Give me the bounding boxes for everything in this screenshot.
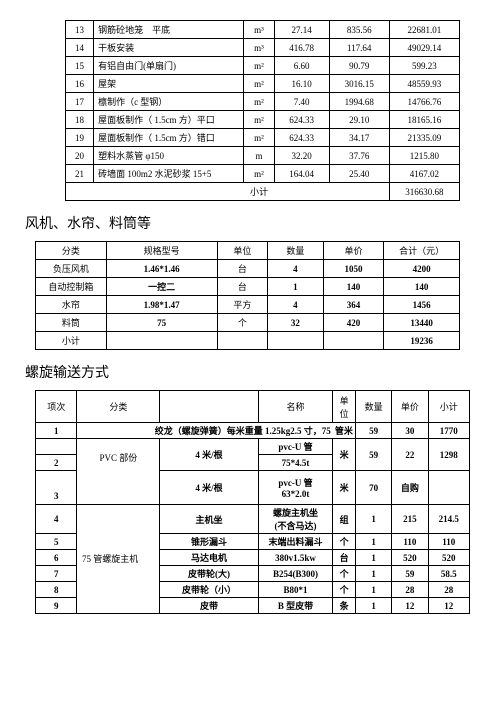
subtotal-label: 小计 bbox=[244, 183, 274, 201]
table-row: 4 主机坐 螺旋主机坐(不含马达) 组 1 215 214.5 bbox=[36, 505, 470, 534]
fan-table-header: 分类规格型号单位数量单价合计（元） bbox=[36, 242, 460, 260]
section-fan-title: 风机、水帘、料筒等 bbox=[25, 213, 475, 233]
section-spiral-title: 螺旋输送方式 bbox=[25, 362, 475, 382]
spiral-host-label: 75 管螺旋主机 bbox=[82, 552, 138, 565]
materials-table: 13钢筋砼地笼 平底m³27.14835.5622681.01 14干板安装m³… bbox=[65, 20, 460, 201]
fan-table: 分类规格型号单位数量单价合计（元） 负压风机1.46*1.46台41050420… bbox=[35, 241, 460, 350]
spiral-table-header: 项次 分类 名称 单位 数量 单价 小计 bbox=[36, 391, 470, 423]
fan-subtotal-label: 小计 bbox=[36, 332, 107, 350]
table-row: 1 绞龙（螺旋弹簧）每米重量 1.25kg2.5 寸，75 管米 59 30 1… bbox=[36, 423, 470, 439]
spiral-table: 项次 分类 名称 单位 数量 单价 小计 1 绞龙（螺旋弹簧）每米重量 1.25… bbox=[35, 390, 470, 614]
materials-subtotal-row: 小计 316630.68 bbox=[66, 183, 460, 201]
table-row: PVC 部份 4 米/根 pvc-U 管 米 59 22 1298 bbox=[36, 439, 470, 455]
fan-subtotal-row: 小计 19236 bbox=[36, 332, 460, 350]
materials-rows: 13钢筋砼地笼 平底m³27.14835.5622681.01 14干板安装m³… bbox=[66, 21, 460, 201]
fan-subtotal-value: 19236 bbox=[384, 332, 460, 350]
subtotal-value: 316630.68 bbox=[389, 183, 459, 201]
